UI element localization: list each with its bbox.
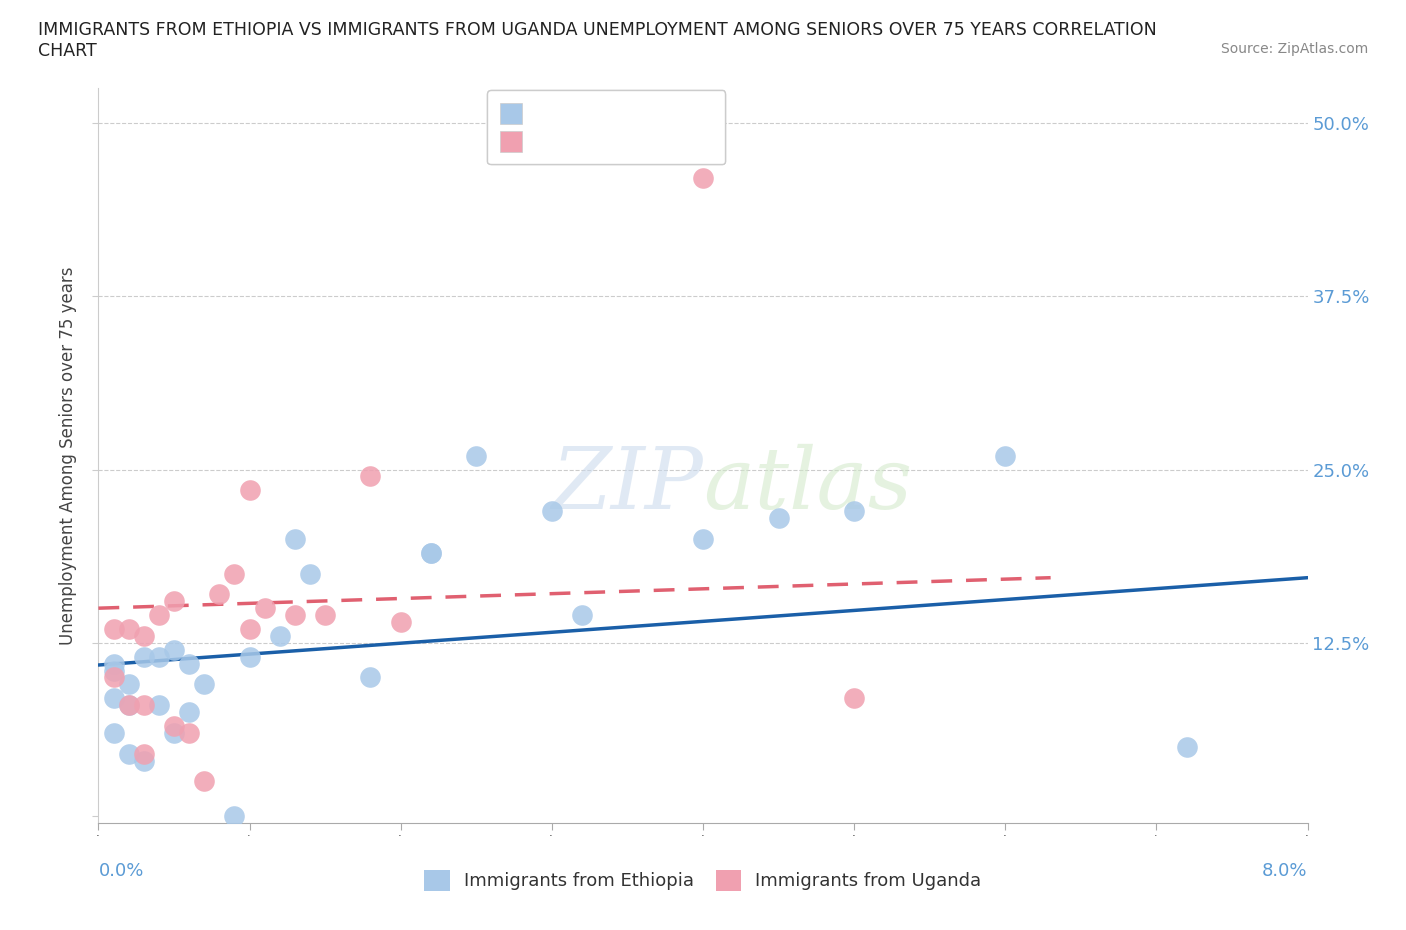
Point bbox=[389, 615, 412, 630]
Point bbox=[224, 566, 246, 581]
Point bbox=[239, 649, 262, 664]
Point bbox=[103, 663, 125, 678]
Point bbox=[163, 725, 186, 740]
Point bbox=[299, 566, 322, 581]
Point bbox=[193, 677, 215, 692]
Point bbox=[103, 725, 125, 740]
Point bbox=[179, 725, 201, 740]
Text: atlas: atlas bbox=[703, 444, 912, 526]
Point bbox=[208, 587, 231, 602]
Point bbox=[768, 511, 790, 525]
Point bbox=[132, 649, 155, 664]
Point bbox=[269, 629, 291, 644]
Point bbox=[118, 698, 141, 712]
Legend: R =  0.231   N = 32, R =  0.027   N = 23: R = 0.231 N = 32, R = 0.027 N = 23 bbox=[488, 90, 725, 165]
Point bbox=[103, 621, 125, 636]
Point bbox=[118, 621, 141, 636]
Point bbox=[844, 691, 866, 706]
Point bbox=[540, 504, 562, 519]
Point bbox=[148, 649, 170, 664]
Point bbox=[103, 691, 125, 706]
Point bbox=[314, 607, 336, 622]
Point bbox=[465, 448, 488, 463]
Point bbox=[571, 607, 593, 622]
Point bbox=[253, 601, 276, 616]
Point bbox=[844, 504, 866, 519]
Point bbox=[132, 698, 155, 712]
Text: 0.0%: 0.0% bbox=[98, 862, 143, 880]
Text: CHART: CHART bbox=[38, 42, 97, 60]
Text: Source: ZipAtlas.com: Source: ZipAtlas.com bbox=[1220, 42, 1368, 56]
Point bbox=[193, 774, 215, 789]
Text: IMMIGRANTS FROM ETHIOPIA VS IMMIGRANTS FROM UGANDA UNEMPLOYMENT AMONG SENIORS OV: IMMIGRANTS FROM ETHIOPIA VS IMMIGRANTS F… bbox=[38, 21, 1157, 39]
Point bbox=[692, 531, 714, 546]
Point bbox=[994, 448, 1017, 463]
Point bbox=[132, 746, 155, 761]
Point bbox=[179, 657, 201, 671]
Point bbox=[360, 469, 382, 484]
Point bbox=[163, 594, 186, 609]
Point bbox=[118, 698, 141, 712]
Point bbox=[118, 677, 141, 692]
Point bbox=[118, 746, 141, 761]
Legend: Immigrants from Ethiopia, Immigrants from Uganda: Immigrants from Ethiopia, Immigrants fro… bbox=[418, 862, 988, 897]
Point bbox=[420, 545, 443, 560]
Y-axis label: Unemployment Among Seniors over 75 years: Unemployment Among Seniors over 75 years bbox=[59, 267, 77, 644]
Point bbox=[284, 531, 307, 546]
Point bbox=[360, 670, 382, 684]
Text: ZIP: ZIP bbox=[551, 444, 703, 526]
Point bbox=[132, 753, 155, 768]
Point bbox=[692, 171, 714, 186]
Point bbox=[239, 483, 262, 498]
Point bbox=[103, 657, 125, 671]
Text: 8.0%: 8.0% bbox=[1263, 862, 1308, 880]
Point bbox=[163, 719, 186, 734]
Point bbox=[1175, 739, 1198, 754]
Point bbox=[132, 629, 155, 644]
Point bbox=[224, 809, 246, 824]
Point bbox=[163, 643, 186, 658]
Point bbox=[179, 705, 201, 720]
Point bbox=[420, 545, 443, 560]
Point bbox=[148, 698, 170, 712]
Point bbox=[148, 607, 170, 622]
Point bbox=[284, 607, 307, 622]
Point bbox=[239, 621, 262, 636]
Point bbox=[103, 670, 125, 684]
